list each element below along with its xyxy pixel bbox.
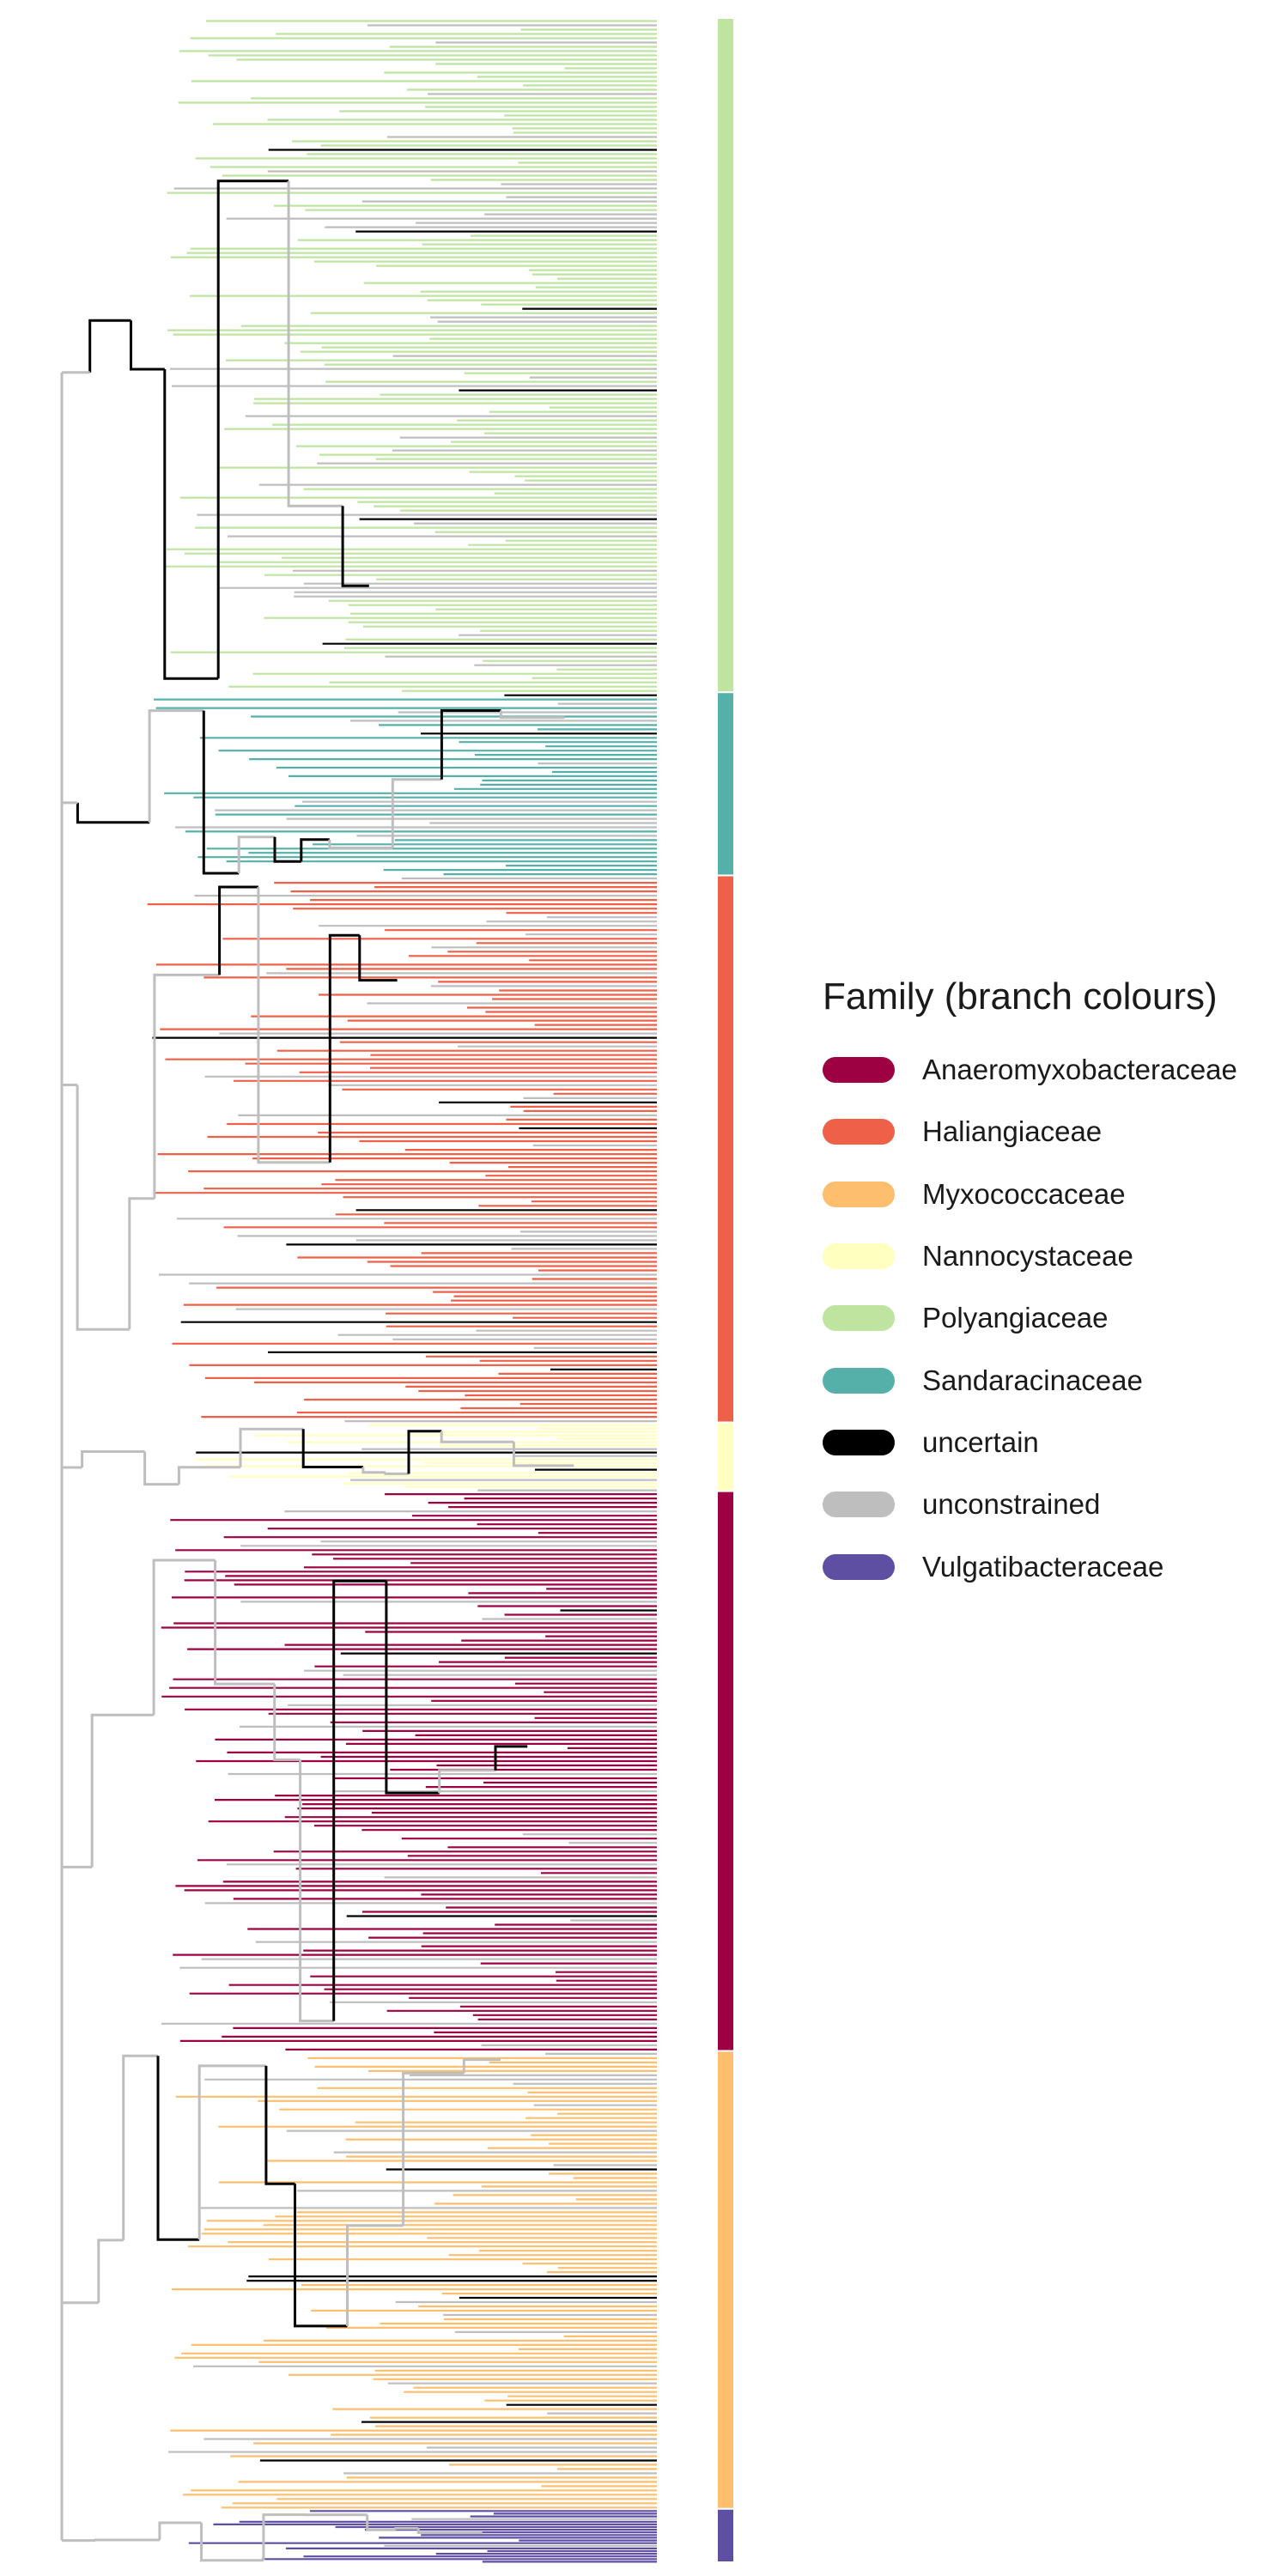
legend-label: Polyangiaceae: [922, 1302, 1109, 1334]
internal-branch: [494, 1745, 528, 1771]
internal-branch: [440, 709, 501, 780]
legend-swatch: [823, 1057, 895, 1084]
internal-branch: [394, 2527, 419, 2530]
internal-branch: [257, 887, 331, 1164]
legend: Family (branch colours) Anaeromyxobacter…: [823, 975, 1269, 1598]
internal-branch: [97, 2239, 124, 2303]
internal-branch: [301, 1429, 363, 1468]
legend-item: uncertain: [823, 1412, 1269, 1473]
internal-branch: [294, 2184, 348, 2328]
clade-strip: [718, 876, 733, 1422]
legend-swatch: [823, 1553, 895, 1580]
legend-items: Anaeromyxobacteraceae Haliangiaceae Myxoco…: [823, 1039, 1269, 1598]
internal-branch: [262, 2513, 308, 2561]
internal-branch: [239, 1427, 304, 1467]
internal-branch: [76, 802, 150, 824]
internal-branch: [346, 2224, 404, 2326]
internal-branch: [128, 1197, 155, 1330]
internal-branch: [273, 1684, 301, 1761]
phylogenetic-tree: [60, 19, 733, 2563]
internal-branch: [143, 1451, 179, 1486]
internal-branch: [328, 933, 360, 1163]
legend-swatch: [823, 1243, 895, 1270]
internal-branch: [407, 1430, 442, 1474]
internal-branch: [366, 2514, 396, 2531]
clade-strip: [718, 1492, 733, 2050]
internal-branch: [202, 710, 240, 875]
internal-branch: [197, 2064, 266, 2240]
internal-branch: [499, 710, 565, 720]
legend-item: Nannocystaceae: [823, 1225, 1269, 1287]
internal-branch: [163, 369, 219, 680]
legend-item: Myxococcaceae: [823, 1163, 1269, 1225]
clade-strip: [718, 2509, 733, 2561]
internal-branch: [361, 1467, 386, 1474]
legend-label: Myxococcaceae: [922, 1177, 1126, 1210]
internal-branch: [273, 836, 301, 863]
internal-branch: [177, 1466, 240, 1485]
internal-branch: [440, 1431, 514, 1443]
internal-branch: [81, 1450, 145, 1467]
internal-branch: [328, 839, 393, 849]
internal-branch: [158, 2521, 202, 2540]
internal-branch: [341, 506, 369, 587]
internal-branch: [299, 1759, 334, 2023]
internal-branch: [76, 1084, 130, 1331]
internal-branch: [384, 1472, 409, 1475]
internal-branch: [402, 2071, 465, 2226]
internal-branch: [438, 1769, 495, 1794]
internal-branch: [152, 1558, 216, 1716]
legend-item: Sandaracinaceae: [823, 1349, 1269, 1411]
internal-branch: [216, 179, 289, 679]
internal-branch: [130, 320, 165, 371]
internal-branch: [462, 2058, 501, 2074]
clade-strip: [718, 2051, 733, 2508]
clade-strip: [718, 693, 733, 875]
internal-branch: [512, 1442, 574, 1467]
legend-label: Sandaracinaceae: [922, 1364, 1143, 1396]
legend-swatch: [823, 1119, 895, 1145]
internal-branch: [94, 2538, 160, 2542]
internal-branch: [385, 1581, 440, 1795]
legend-title: Family (branch colours): [823, 975, 1218, 1018]
clade-strip: [718, 19, 733, 692]
internal-branch: [218, 885, 258, 975]
legend-swatch: [823, 1367, 895, 1394]
legend-label: unconstrained: [922, 1488, 1101, 1521]
legend-item: Haliangiaceae: [823, 1101, 1269, 1163]
legend-swatch: [823, 1305, 895, 1332]
legend-item: Polyangiaceae: [823, 1287, 1269, 1349]
internal-branch: [214, 1560, 275, 1686]
legend-item: unconstrained: [823, 1473, 1269, 1535]
internal-branch: [264, 2065, 295, 2185]
legend-swatch: [823, 1181, 895, 1207]
legend-label: Nannocystaceae: [922, 1240, 1133, 1273]
legend-item: Anaeromyxobacteraceae: [823, 1039, 1269, 1101]
internal-branch: [200, 2523, 264, 2562]
legend-item: Vulgatibacteraceae: [823, 1535, 1269, 1597]
internal-branch: [156, 2056, 200, 2241]
clade-strip: [718, 1423, 733, 1491]
legend-label: Anaeromyxobacteraceae: [922, 1054, 1237, 1086]
legend-swatch: [823, 1429, 895, 1455]
internal-branch: [237, 835, 275, 873]
internal-branch: [122, 2054, 158, 2240]
legend-label: Haliangiaceae: [922, 1115, 1103, 1148]
legend-label: uncertain: [922, 1425, 1039, 1458]
internal-branch: [153, 973, 220, 1199]
legend-label: Vulgatibacteraceae: [922, 1550, 1164, 1583]
internal-branch: [90, 1713, 155, 1868]
internal-branch: [300, 838, 330, 862]
internal-branch: [332, 1579, 386, 2021]
internal-branch: [358, 935, 398, 982]
internal-branch: [148, 709, 204, 823]
internal-branch: [391, 778, 442, 848]
internal-branch: [416, 2528, 483, 2534]
internal-branch: [88, 319, 131, 373]
internal-branch: [287, 180, 343, 507]
legend-swatch: [823, 1492, 895, 1518]
